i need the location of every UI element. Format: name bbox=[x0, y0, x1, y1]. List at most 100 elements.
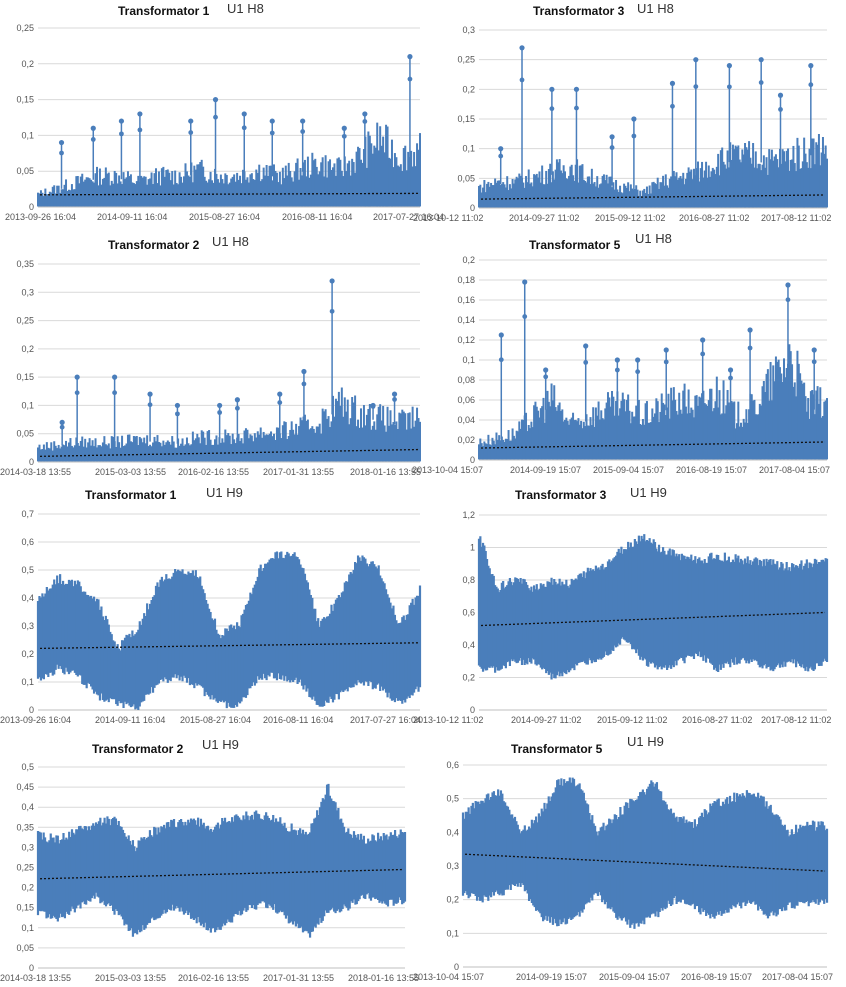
y-tick-label: 1,2 bbox=[462, 510, 475, 520]
spike-point bbox=[213, 114, 218, 120]
y-tick-label: 0,1 bbox=[21, 923, 34, 933]
y-tick-label: 0,1 bbox=[462, 355, 475, 365]
spike-point bbox=[747, 345, 753, 351]
x-tick-label: 2015-08-27 16:04 bbox=[189, 212, 260, 222]
spike-point bbox=[137, 127, 143, 133]
spike-point bbox=[329, 308, 335, 314]
chart-svg: 0 0,02 0,04 0,06 0,08 0,1 0,12 0,14 0,16 0,18 0,2 2… bbox=[412, 255, 830, 475]
y-tick-label: 0,6 bbox=[462, 608, 475, 618]
y-tick-label: 0 bbox=[454, 962, 459, 972]
y-tick-label: 0,25 bbox=[16, 23, 34, 33]
y-tick-label: 0,2 bbox=[462, 673, 475, 683]
y-tick-label: 0,05 bbox=[16, 166, 34, 176]
y-tick-label: 0,3 bbox=[462, 25, 475, 35]
spike-point bbox=[90, 125, 96, 131]
y-tick-label: 0,12 bbox=[457, 335, 475, 345]
series-band bbox=[478, 133, 828, 208]
spike-point bbox=[614, 357, 620, 363]
y-tick-label: 0,5 bbox=[21, 762, 34, 772]
x-tick-label: 2017-08-04 15:07 bbox=[759, 465, 830, 475]
chart-panel-6: Transformator 3 U1 H9 0 0,2 0,4 0,6 0,8 1 1,2 2… bbox=[413, 485, 846, 735]
spike-point bbox=[614, 367, 620, 373]
x-tick-label: 2017-08-12 11:02 bbox=[761, 715, 831, 725]
y-tick-label: 0,5 bbox=[446, 794, 459, 804]
x-tick-label: 2014-09-27 11:02 bbox=[509, 213, 579, 223]
spike-point bbox=[119, 131, 124, 137]
y-tick-label: 0,02 bbox=[457, 435, 475, 445]
spike-point bbox=[635, 369, 641, 375]
x-tick-label: 2017-07-27 16:04 bbox=[373, 212, 444, 222]
x-tick-label: 2017-08-12 11:02 bbox=[761, 213, 831, 223]
trend-line bbox=[480, 441, 826, 449]
x-tick-label: 2016-08-27 11:02 bbox=[679, 213, 749, 223]
spike-point bbox=[59, 424, 65, 430]
series-band bbox=[37, 387, 421, 462]
spike-point bbox=[498, 146, 504, 152]
spike-point bbox=[574, 105, 579, 111]
spike-point bbox=[269, 130, 275, 136]
y-tick-label: 0 bbox=[470, 203, 475, 213]
spike-point bbox=[407, 54, 413, 60]
spike-point bbox=[498, 332, 504, 338]
x-tick-label: 2013-09-26 16:04 bbox=[0, 715, 71, 725]
y-tick-label: 0,1 bbox=[446, 928, 459, 938]
spike-point bbox=[112, 374, 118, 380]
spike-point bbox=[391, 391, 398, 397]
y-tick-label: 0,4 bbox=[462, 640, 475, 650]
spike-point bbox=[519, 45, 525, 51]
y-tick-label: 0 bbox=[470, 455, 475, 465]
x-tick-label: 2016-08-27 11:02 bbox=[682, 715, 752, 725]
x-tick-label: 2014-03-18 13:55 bbox=[0, 973, 71, 983]
y-tick-label: 0,1 bbox=[462, 144, 475, 154]
spike-point bbox=[583, 343, 589, 349]
spike-point bbox=[90, 137, 96, 142]
y-tick-label: 0,4 bbox=[21, 802, 34, 812]
y-tick-label: 0,35 bbox=[16, 259, 34, 269]
y-tick-label: 0,5 bbox=[21, 565, 34, 575]
y-tick-label: 0 bbox=[29, 457, 34, 467]
x-tick-label: 2017-01-31 13:55 bbox=[263, 467, 334, 477]
y-tick-label: 0,06 bbox=[457, 395, 475, 405]
y-tick-label: 0,08 bbox=[457, 375, 475, 385]
trend-line bbox=[39, 868, 404, 880]
spike-point bbox=[301, 368, 307, 375]
x-tick-label: 2015-09-04 15:07 bbox=[593, 465, 664, 475]
spike-point bbox=[137, 111, 143, 117]
spike-point bbox=[341, 133, 347, 139]
spike-point bbox=[808, 63, 814, 69]
spike-point bbox=[778, 107, 783, 112]
spike-point bbox=[498, 357, 504, 363]
chart-subtitle: U1 H8 bbox=[637, 1, 674, 16]
chart-title: Transformator 2 bbox=[108, 238, 200, 252]
chart-subtitle: U1 H8 bbox=[227, 1, 264, 16]
spike-point bbox=[241, 111, 247, 117]
y-tick-label: 0,4 bbox=[21, 593, 34, 603]
spike-point bbox=[301, 381, 307, 387]
y-tick-label: 0,25 bbox=[457, 55, 475, 65]
y-tick-label: 0,1 bbox=[21, 677, 34, 687]
y-tick-label: 0,3 bbox=[446, 861, 459, 871]
trend-line bbox=[480, 611, 826, 627]
chart-title: Transformator 3 bbox=[533, 4, 625, 18]
spike-point bbox=[147, 402, 153, 408]
x-tick-label: 2014-09-19 15:07 bbox=[516, 972, 587, 982]
spike-point bbox=[758, 57, 764, 63]
spike-point bbox=[341, 125, 347, 131]
spike-point bbox=[277, 391, 283, 397]
chart-subtitle: U1 H8 bbox=[212, 234, 249, 249]
x-tick-label: 2016-08-11 16:04 bbox=[263, 715, 333, 725]
spike-point bbox=[635, 357, 641, 363]
spike-point bbox=[269, 118, 275, 124]
y-tick-label: 0 bbox=[470, 705, 475, 715]
chart-title: Transformator 1 bbox=[118, 4, 210, 18]
x-tick-label: 2018-01-16 13:55 bbox=[348, 973, 419, 983]
chart-title: Transformator 2 bbox=[92, 742, 184, 756]
x-tick-label: 2013-10-04 15:07 bbox=[413, 972, 484, 982]
spike-point bbox=[808, 82, 814, 88]
spike-point bbox=[362, 119, 368, 124]
series-band bbox=[477, 534, 829, 680]
y-tick-label: 0 bbox=[29, 963, 34, 973]
chart-title: Transformator 5 bbox=[511, 742, 603, 756]
chart-panel-5: Transformator 1 U1 H9 0 0,1 0,2 0,3 0,4 0,5 0,… bbox=[0, 485, 423, 735]
y-tick-label: 0,2 bbox=[462, 255, 475, 265]
